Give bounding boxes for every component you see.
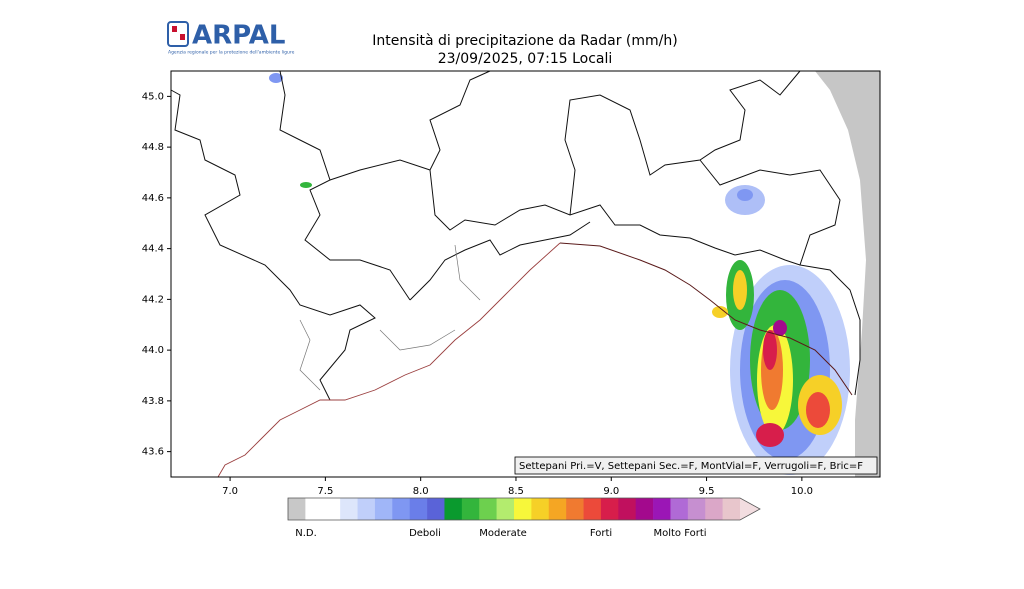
logo: ARPAL Agenzia regionale per la protezion… — [167, 21, 295, 56]
logo-cross — [172, 26, 177, 32]
colorbar-segment — [409, 498, 428, 520]
y-tick-label: 44.6 — [142, 193, 164, 204]
border — [734, 249, 801, 266]
echo — [733, 270, 747, 310]
axes-ticks: 7.0 7.5 8.0 8.5 9.0 9.5 10.0 43.6 43.8 44.0 44.2 44… — [142, 91, 813, 497]
y-tick-label: 44.0 — [142, 345, 164, 356]
x-tick-label: 9.0 — [603, 486, 619, 497]
colorbar-segment — [444, 498, 463, 520]
echo — [806, 392, 830, 428]
echo — [712, 306, 728, 318]
x-tick-label: 7.0 — [222, 486, 238, 497]
x-tick-label: 8.0 — [413, 486, 429, 497]
colorbar-label: Forti — [590, 528, 612, 539]
x-tick-label: 10.0 — [791, 486, 813, 497]
colorbar-segment — [705, 498, 723, 520]
colorbar-segment — [427, 498, 445, 520]
x-tick-label: 8.5 — [508, 486, 524, 497]
colorbar-label: N.D. — [295, 528, 317, 539]
echo — [756, 423, 784, 447]
echo — [763, 330, 777, 370]
x-tick-label: 7.5 — [317, 486, 333, 497]
colorbar-segment — [479, 498, 497, 520]
colorbar — [287, 497, 761, 521]
border — [170, 89, 376, 401]
colorbar-segment — [322, 498, 341, 520]
border — [564, 70, 801, 216]
border — [329, 70, 491, 181]
colorbar-segment — [305, 498, 324, 520]
echo — [300, 182, 312, 188]
y-tick-label: 44.8 — [142, 142, 164, 153]
radar-echoes — [269, 73, 850, 475]
province-border — [299, 244, 481, 391]
border — [699, 159, 861, 396]
colorbar-segment — [496, 498, 515, 520]
colorbar-segment — [618, 498, 636, 520]
coastline — [559, 242, 853, 396]
colorbar-segment — [722, 498, 741, 520]
coastline — [217, 242, 561, 478]
colorbar-extend — [740, 498, 760, 520]
colorbar-segment — [670, 498, 689, 520]
logo-cross — [180, 34, 185, 40]
border — [409, 221, 591, 301]
echo — [773, 320, 787, 336]
y-tick-label: 43.6 — [142, 447, 164, 458]
subtitle: 23/09/2025, 07:15 Locali — [438, 51, 613, 67]
map: Settepani Pri.=V, Settepani Sec.=F, Mont… — [170, 70, 881, 478]
y-tick-label: 44.4 — [142, 244, 164, 255]
colorbar-segment — [687, 498, 706, 520]
title: Intensità di precipitazione da Radar (mm… — [372, 33, 677, 49]
y-tick-label: 45.0 — [142, 91, 164, 102]
colorbar-label: Moderate — [479, 528, 527, 539]
logo-text: ARPAL — [192, 21, 286, 51]
colorbar-segment — [531, 498, 550, 520]
y-tick-label: 43.8 — [142, 396, 164, 407]
colorbar-segment — [548, 498, 567, 520]
colorbar-segment — [635, 498, 654, 520]
echo — [737, 189, 753, 201]
no-data-area — [815, 71, 880, 477]
colorbar-outline — [287, 497, 761, 521]
colorbar-segment — [583, 498, 602, 520]
logo-caption: Agenzia regionale per la protezione dell… — [168, 50, 295, 56]
colorbar-segment — [566, 498, 584, 520]
colorbar-segment — [653, 498, 671, 520]
y-tick-label: 44.2 — [142, 294, 164, 305]
echo — [269, 73, 283, 83]
colorbar-label: Molto Forti — [653, 528, 706, 539]
x-tick-label: 9.5 — [699, 486, 715, 497]
colorbar-segment — [392, 498, 410, 520]
border — [279, 70, 411, 301]
annotation: Settepani Pri.=V, Settepani Sec.=F, Mont… — [519, 461, 863, 472]
colorbar-labels: N.D. Deboli Moderate Forti Molto Forti — [295, 528, 706, 539]
colorbar-segment — [374, 498, 393, 520]
colorbar-segment — [514, 498, 532, 520]
colorbar-segment — [340, 498, 358, 520]
colorbar-label: Deboli — [409, 528, 441, 539]
colorbar-segment — [288, 498, 306, 520]
colorbar-segment — [600, 498, 619, 520]
colorbar-segment — [461, 498, 480, 520]
colorbar-segment — [357, 498, 376, 520]
annotation-box — [514, 456, 878, 475]
map-frame — [170, 70, 881, 478]
